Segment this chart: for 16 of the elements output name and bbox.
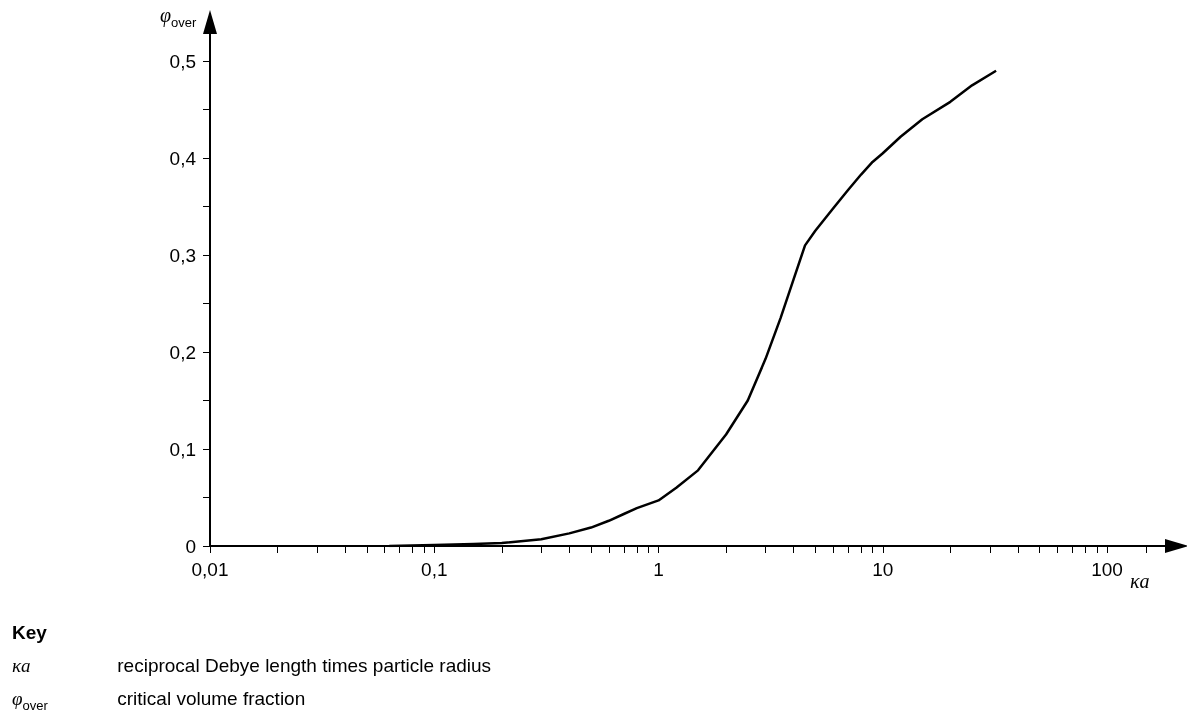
text: Key [12,622,47,643]
y-axis-title: φ$_{over}$ [160,4,197,30]
text: κa reciprocal Debye length times particle radius [12,655,492,676]
y-tick-label: 0,2 [169,341,196,363]
y-tick-label: 0,1 [169,438,196,460]
y-tick-label: 0,5 [169,50,196,72]
x-tick-label: 10 [872,559,894,580]
x-tick-label: 0,01 [191,559,229,580]
y-tick-label: 0 [185,535,196,557]
x-axis-title: κa [1130,570,1150,592]
y-tick-label: 0,3 [169,244,196,266]
y-tick-label: 0,4 [169,147,197,169]
x-tick-label: 1 [653,559,664,580]
x-tick-label: 100 [1091,559,1123,580]
text: φ$_{over}$ critical volume fraction [12,688,306,713]
x-tick-label: 0,1 [421,559,448,580]
